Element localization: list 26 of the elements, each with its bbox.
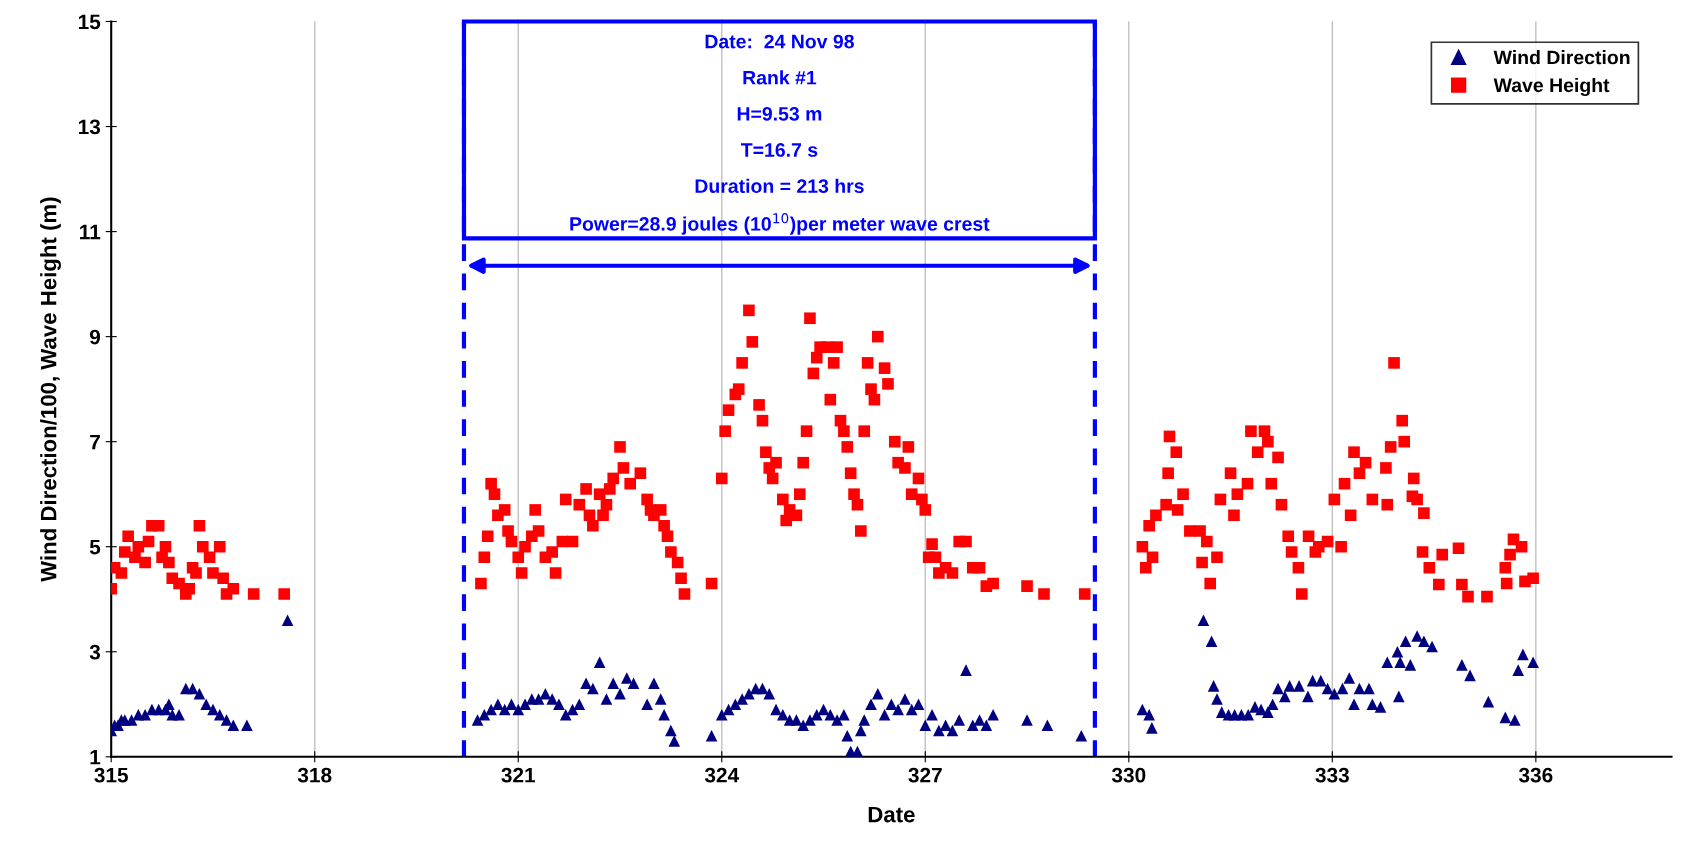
x-tick-label: 318 [297, 767, 332, 783]
annotation: Rank #1 [743, 70, 817, 85]
annotation: Duration = 213 hrs [695, 178, 864, 194]
y-tick-label: 13 [78, 119, 101, 135]
annotation: T=16.7 s [741, 143, 818, 157]
y-tick-label: 5 [89, 539, 101, 555]
y-tick-label: 1 [90, 750, 101, 765]
x-tick-label: 324 [704, 767, 740, 783]
annotation: Power=28.9 joules (10$^{10}$)per meter wave crest [570, 213, 990, 235]
x-tick-label: 330 [1111, 767, 1146, 783]
y-axis-title: Wind Direction/100, Wave Height (m) [40, 197, 61, 582]
legend-label: Wave Height [1493, 77, 1610, 97]
y-tick-label: 9 [89, 329, 101, 345]
y-tick-label: 11 [80, 224, 101, 240]
y-tick-label: 3 [89, 644, 101, 660]
x-tick-label: 333 [1315, 767, 1349, 783]
legend-label: Wind Direction [1493, 50, 1630, 65]
annotation: Date: 24 Nov 98 [705, 34, 854, 49]
annotation: H=9.53 m [737, 106, 822, 121]
y-tick-label: 15 [78, 14, 101, 30]
x-tick-label: 321 [501, 767, 536, 783]
x-tick-label: 327 [908, 767, 942, 783]
x-axis-title: Date [868, 806, 915, 823]
y-tick-label: 7 [90, 434, 100, 450]
x-tick-label: 336 [1518, 767, 1553, 783]
x-tick-label: 315 [94, 767, 129, 783]
